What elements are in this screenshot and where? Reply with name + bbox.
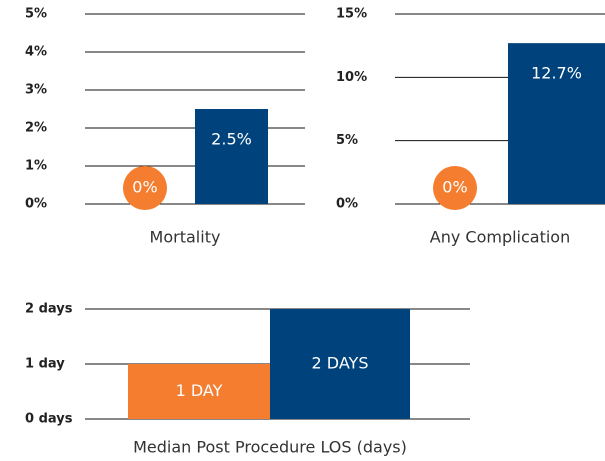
value-label: 12.7% (531, 64, 582, 83)
value-label: 2 DAYS (312, 354, 369, 373)
bar (270, 309, 410, 419)
y-tick-label: 15% (336, 7, 367, 22)
y-tick-label: 2% (25, 121, 47, 136)
value-label: 1 DAY (176, 381, 223, 400)
bar (128, 364, 270, 419)
y-tick-label: 1% (25, 159, 47, 174)
y-tick-label: 5% (336, 133, 358, 148)
y-tick-label: 0% (25, 197, 47, 212)
y-tick-label: 0% (336, 197, 358, 212)
zero-marker (433, 166, 477, 210)
y-tick-label: 5% (25, 7, 47, 22)
y-tick-label: 2 days (25, 302, 73, 317)
value-label: 2.5% (211, 130, 252, 149)
y-tick-label: 10% (336, 70, 367, 85)
value-label: 0% (442, 178, 467, 197)
y-tick-label: 3% (25, 83, 47, 98)
chart-title: Any Complication (430, 228, 570, 247)
value-label: 0% (132, 178, 157, 197)
zero-marker (123, 166, 167, 210)
y-tick-label: 4% (25, 45, 47, 60)
chart-title: Median Post Procedure LOS (days) (133, 438, 407, 457)
bar (508, 43, 605, 205)
y-tick-label: 1 day (25, 357, 65, 372)
chart-title: Mortality (150, 228, 221, 247)
bar (195, 109, 268, 204)
y-tick-label: 0 days (25, 412, 73, 427)
